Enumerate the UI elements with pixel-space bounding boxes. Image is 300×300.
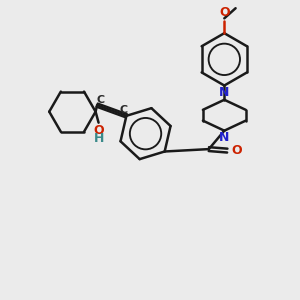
Text: N: N [219,86,230,99]
Text: N: N [219,131,230,144]
Text: C: C [120,106,128,116]
Text: O: O [231,144,242,157]
Text: H: H [94,133,104,146]
Text: C: C [97,95,105,105]
Text: O: O [219,6,230,19]
Text: O: O [93,124,104,137]
